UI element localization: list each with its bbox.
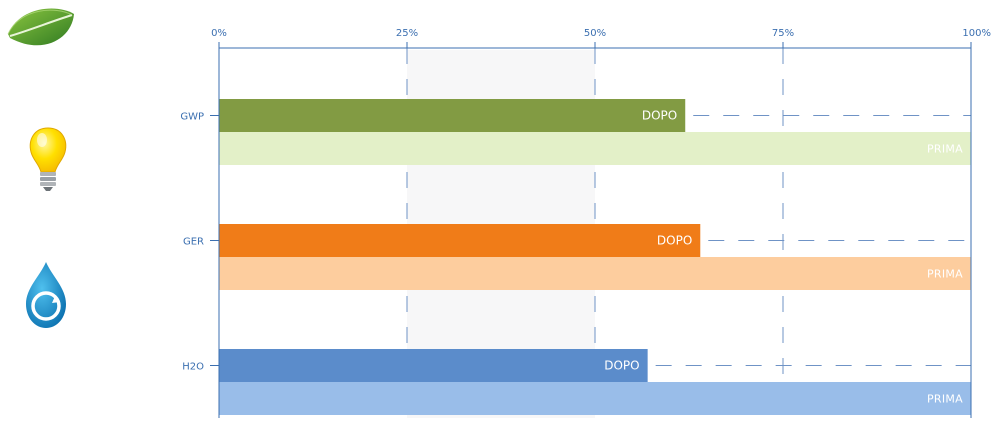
bar-label-prima: PRIMA: [927, 268, 963, 281]
category-label-h2o: H2O: [182, 362, 204, 373]
chart-bars: [219, 99, 971, 415]
bar-label-prima: PRIMA: [927, 393, 963, 406]
x-tick-label: 100%: [962, 28, 991, 39]
bar-prima-h2o: [219, 382, 971, 415]
chart-labels: DOPO PRIMA GWP DOPO PRIMA GER DOPO PRIMA H2O 0% 25…: [180, 28, 991, 406]
bar-dopo-h2o: [219, 349, 648, 382]
x-tick-label: 75%: [772, 28, 794, 39]
category-icons: [0, 0, 110, 420]
category-label-ger: GER: [183, 237, 204, 248]
bar-prima-gwp: [219, 132, 971, 165]
x-tick-label: 25%: [396, 28, 418, 39]
bar-prima-ger: [219, 257, 971, 290]
bar-label-prima: PRIMA: [927, 143, 963, 156]
leaf-icon: [7, 8, 74, 46]
category-label-gwp: GWP: [180, 112, 204, 123]
lightbulb-icon: [29, 127, 67, 191]
x-tick-label: 0%: [211, 28, 227, 39]
bar-label-dopo: DOPO: [642, 109, 677, 123]
bar-dopo-ger: [219, 224, 701, 257]
x-tick-label: 50%: [584, 28, 606, 39]
bar-label-dopo: DOPO: [604, 359, 639, 373]
bar-dopo-gwp: [219, 99, 686, 132]
bar-label-dopo: DOPO: [657, 234, 692, 248]
water-drop-icon: [26, 262, 66, 328]
chart-axes: [210, 42, 972, 418]
